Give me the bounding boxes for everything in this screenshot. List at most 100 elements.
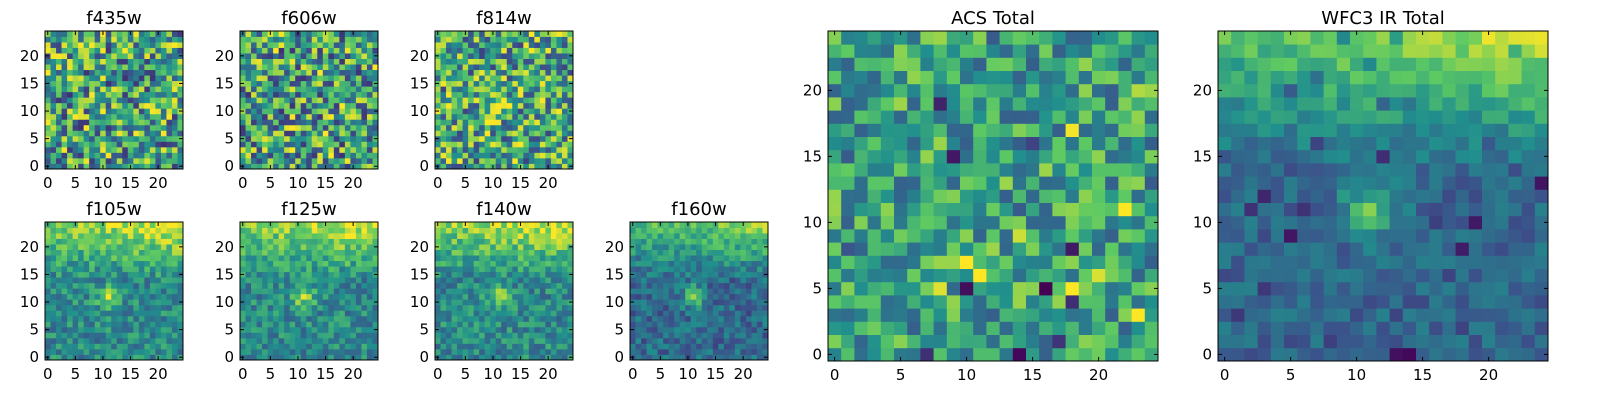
heatmap-cell bbox=[751, 288, 758, 295]
heatmap-cell bbox=[160, 277, 167, 284]
heatmap-cell bbox=[67, 260, 73, 267]
heatmap-cell bbox=[251, 64, 257, 71]
heatmap-cell bbox=[528, 304, 535, 311]
heatmap-cell bbox=[89, 108, 96, 115]
heatmap-cell bbox=[366, 332, 373, 339]
heatmap-cell bbox=[105, 266, 112, 273]
heatmap-cell bbox=[718, 249, 725, 256]
heatmap-cell bbox=[78, 58, 85, 65]
heatmap-cell bbox=[539, 249, 546, 256]
heatmap-cell bbox=[1052, 308, 1066, 322]
heatmap-cell bbox=[122, 146, 129, 153]
heatmap-cell bbox=[473, 91, 480, 98]
heatmap-cell bbox=[317, 315, 324, 322]
heatmap-cell bbox=[306, 266, 313, 273]
heatmap-cell bbox=[635, 337, 642, 344]
heatmap-cell bbox=[828, 149, 842, 164]
heatmap-cell bbox=[67, 135, 73, 142]
heatmap-cell bbox=[72, 152, 79, 159]
heatmap-cell bbox=[495, 146, 502, 153]
heatmap-cell bbox=[462, 271, 469, 278]
heatmap-cell bbox=[333, 310, 340, 317]
heatmap-cell bbox=[240, 233, 246, 239]
heatmap-cell bbox=[473, 315, 480, 322]
heatmap-cell bbox=[973, 268, 987, 283]
heatmap-cell bbox=[317, 108, 324, 115]
heatmap-cell bbox=[67, 47, 73, 54]
heatmap-cell bbox=[1144, 215, 1159, 230]
heatmap-cell bbox=[333, 124, 340, 131]
heatmap-cell bbox=[273, 135, 280, 142]
heatmap-cell bbox=[328, 321, 335, 328]
heatmap-cell bbox=[122, 343, 129, 350]
heatmap-cell bbox=[512, 36, 519, 43]
heatmap-cell bbox=[100, 310, 107, 317]
heatmap-cell bbox=[756, 293, 763, 300]
heatmap-cell bbox=[545, 130, 552, 137]
heatmap-cell bbox=[166, 222, 173, 228]
heatmap-cell bbox=[440, 152, 447, 159]
heatmap-cell bbox=[517, 282, 524, 289]
heatmap-cell bbox=[149, 227, 156, 234]
heatmap-cell bbox=[144, 135, 151, 142]
heatmap-cell bbox=[67, 244, 73, 250]
heatmap-cell bbox=[322, 119, 329, 126]
heatmap-cell bbox=[495, 354, 502, 361]
heatmap-cell bbox=[550, 75, 557, 82]
heatmap-cell bbox=[50, 337, 57, 344]
heatmap-cell bbox=[149, 266, 156, 273]
heatmap-cell bbox=[1092, 295, 1106, 309]
heatmap-cell bbox=[696, 266, 703, 273]
heatmap-cell bbox=[245, 152, 252, 159]
heatmap-cell bbox=[506, 113, 513, 120]
heatmap-cell bbox=[1092, 215, 1106, 230]
heatmap-cell bbox=[523, 64, 530, 71]
heatmap-cell bbox=[56, 135, 62, 142]
heatmap-cell bbox=[657, 227, 664, 234]
heatmap-cell bbox=[517, 53, 524, 59]
heatmap-cell bbox=[550, 321, 557, 328]
heatmap-cell bbox=[561, 80, 568, 87]
heatmap-cell bbox=[105, 152, 112, 159]
heatmap-cell bbox=[490, 42, 497, 48]
heatmap-cell bbox=[495, 321, 502, 328]
heatmap-cell bbox=[350, 102, 357, 109]
heatmap-cell bbox=[94, 249, 101, 256]
heatmap-cell bbox=[828, 334, 842, 349]
heatmap-cell bbox=[94, 288, 101, 295]
heatmap-cell bbox=[854, 149, 868, 164]
heatmap-cell bbox=[306, 152, 313, 159]
heatmap-cell bbox=[300, 260, 307, 267]
heatmap-cell bbox=[311, 47, 318, 54]
heatmap-cell bbox=[501, 36, 508, 43]
heatmap-cell bbox=[457, 233, 463, 239]
heatmap-cell bbox=[171, 69, 178, 76]
heatmap-cell bbox=[133, 108, 140, 115]
heatmap-cell bbox=[646, 277, 653, 284]
heatmap-cell bbox=[78, 31, 85, 37]
heatmap-cell bbox=[517, 124, 524, 131]
heatmap-cell bbox=[501, 124, 508, 131]
heatmap-cell bbox=[339, 53, 346, 59]
heatmap-cell bbox=[550, 315, 557, 322]
heatmap-cell bbox=[89, 130, 96, 137]
heatmap-cell bbox=[50, 299, 57, 306]
heatmap-cell bbox=[122, 288, 129, 295]
heatmap-cell bbox=[545, 260, 552, 267]
heatmap-cell bbox=[328, 152, 335, 159]
heatmap-cell bbox=[468, 326, 475, 333]
heatmap-cell bbox=[468, 58, 475, 65]
heatmap-cell bbox=[245, 260, 252, 267]
heatmap-cell bbox=[256, 233, 263, 239]
heatmap-cell bbox=[289, 337, 296, 344]
heatmap-cell bbox=[451, 58, 458, 65]
heatmap-cell bbox=[366, 249, 373, 256]
heatmap-cell bbox=[355, 304, 362, 311]
heatmap-cell bbox=[556, 42, 563, 48]
heatmap-cell bbox=[333, 266, 340, 273]
heatmap-cell bbox=[111, 146, 118, 153]
heatmap-cell bbox=[685, 227, 692, 234]
heatmap-cell bbox=[155, 91, 162, 98]
heatmap-cell bbox=[339, 119, 346, 126]
heatmap-cell bbox=[100, 53, 107, 59]
